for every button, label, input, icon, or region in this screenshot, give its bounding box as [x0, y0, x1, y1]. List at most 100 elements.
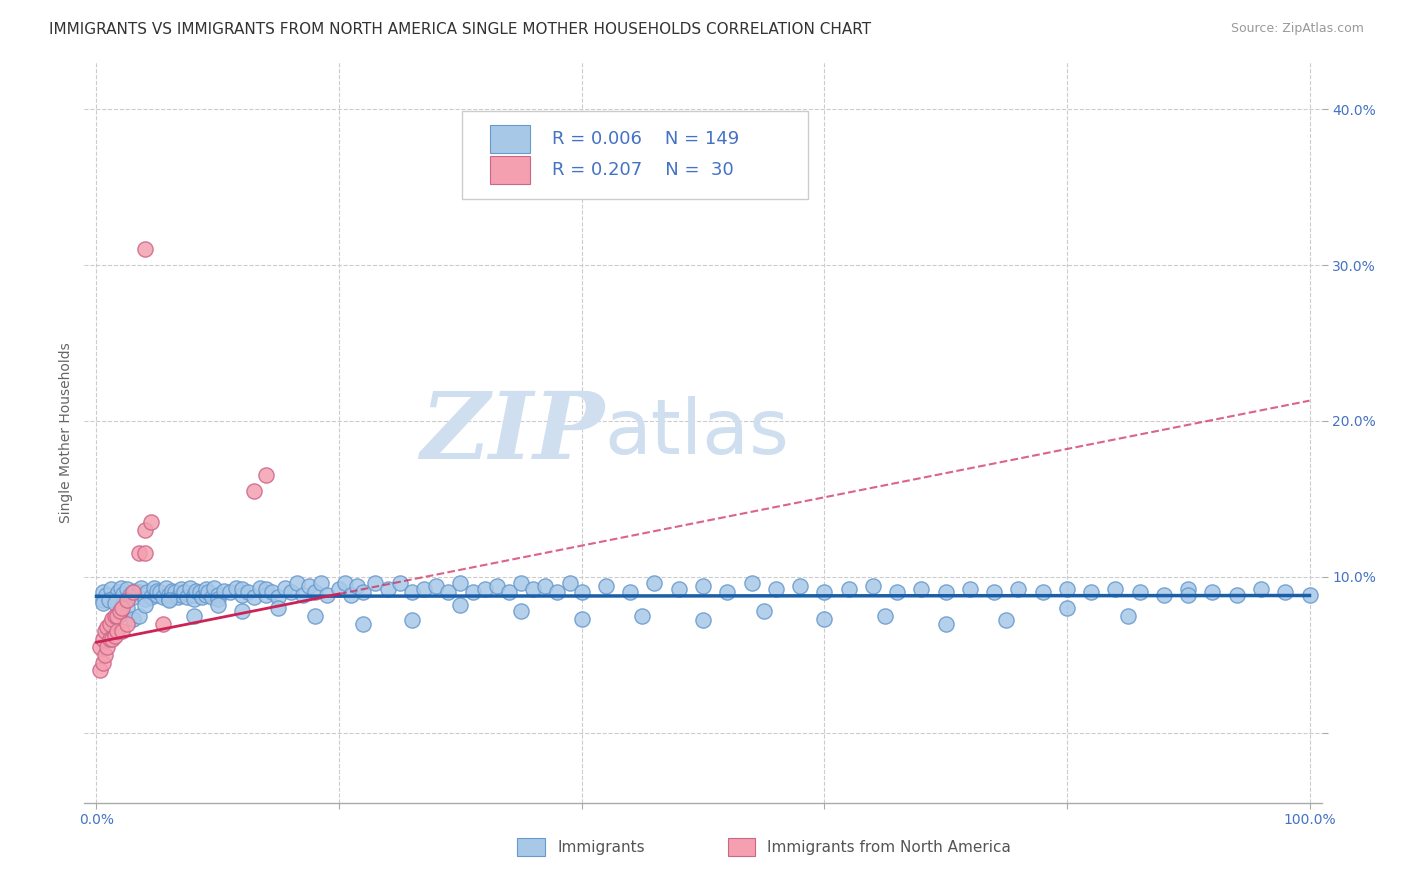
Point	[1274, 585, 1296, 599]
Point	[202, 581, 225, 595]
Point	[207, 598, 229, 612]
Point	[304, 608, 326, 623]
Point	[862, 579, 884, 593]
Point	[131, 581, 153, 595]
Point	[1104, 582, 1126, 597]
Point	[91, 632, 114, 647]
Point	[886, 585, 908, 599]
Point	[935, 585, 957, 599]
Text: ZIP: ZIP	[420, 388, 605, 477]
Text: atlas: atlas	[605, 396, 789, 469]
Point	[1177, 589, 1199, 603]
Point	[183, 591, 205, 606]
Point	[91, 656, 114, 670]
Point	[449, 598, 471, 612]
Text: Immigrants: Immigrants	[557, 839, 644, 855]
Point	[231, 582, 253, 597]
Point	[340, 589, 363, 603]
Point	[522, 582, 544, 597]
Point	[101, 632, 124, 647]
Point	[910, 582, 932, 597]
Point	[935, 616, 957, 631]
Point	[571, 585, 593, 599]
Point	[1032, 585, 1054, 599]
Point	[1007, 582, 1029, 597]
Point	[94, 624, 117, 639]
Point	[413, 582, 436, 597]
Point	[668, 582, 690, 597]
Point	[236, 585, 259, 599]
Point	[108, 604, 131, 618]
Point	[115, 616, 138, 631]
Point	[89, 640, 111, 654]
Point	[97, 593, 120, 607]
Point	[267, 601, 290, 615]
Point	[134, 243, 156, 257]
Text: Immigrants from North America: Immigrants from North America	[768, 839, 1011, 855]
Point	[124, 583, 146, 598]
Point	[134, 523, 156, 537]
Point	[128, 608, 150, 623]
Point	[170, 589, 193, 603]
Point	[249, 581, 271, 595]
Point	[98, 616, 121, 631]
Point	[101, 612, 124, 626]
Point	[152, 590, 174, 604]
Point	[134, 591, 156, 606]
Point	[157, 589, 180, 603]
Point	[134, 598, 156, 612]
Point	[122, 590, 145, 604]
Point	[280, 585, 302, 599]
Point	[716, 585, 738, 599]
Point	[179, 581, 201, 595]
Point	[128, 546, 150, 560]
Point	[813, 585, 835, 599]
Point	[333, 576, 356, 591]
Point	[100, 582, 122, 597]
Point	[183, 608, 205, 623]
Point	[1153, 589, 1175, 603]
FancyBboxPatch shape	[461, 111, 808, 200]
Point	[995, 614, 1018, 628]
Point	[231, 589, 253, 603]
Point	[96, 589, 118, 603]
Point	[309, 576, 332, 591]
Point	[1080, 585, 1102, 599]
Point	[425, 579, 447, 593]
Text: R = 0.006    N = 149: R = 0.006 N = 149	[553, 129, 740, 148]
Point	[128, 585, 150, 599]
Point	[134, 546, 156, 560]
Point	[110, 607, 132, 622]
Point	[619, 585, 641, 599]
Point	[571, 612, 593, 626]
Point	[120, 589, 142, 603]
Point	[959, 582, 981, 597]
Point	[225, 581, 247, 595]
Point	[112, 587, 135, 601]
Point	[165, 585, 187, 599]
Point	[813, 612, 835, 626]
Point	[231, 604, 253, 618]
Point	[485, 579, 508, 593]
Point	[197, 585, 219, 599]
Point	[212, 583, 235, 598]
Point	[104, 608, 127, 623]
Point	[96, 620, 118, 634]
Point	[104, 596, 127, 610]
Point	[364, 576, 387, 591]
Point	[449, 576, 471, 591]
Point	[1129, 585, 1152, 599]
Point	[388, 576, 411, 591]
FancyBboxPatch shape	[491, 156, 530, 184]
Point	[534, 579, 557, 593]
Point	[267, 590, 290, 604]
Point	[115, 593, 138, 607]
Point	[316, 589, 339, 603]
Point	[104, 590, 127, 604]
Point	[254, 589, 277, 603]
Point	[104, 629, 127, 643]
Point	[692, 614, 714, 628]
Point	[122, 612, 145, 626]
Point	[191, 590, 214, 604]
Point	[107, 585, 129, 599]
